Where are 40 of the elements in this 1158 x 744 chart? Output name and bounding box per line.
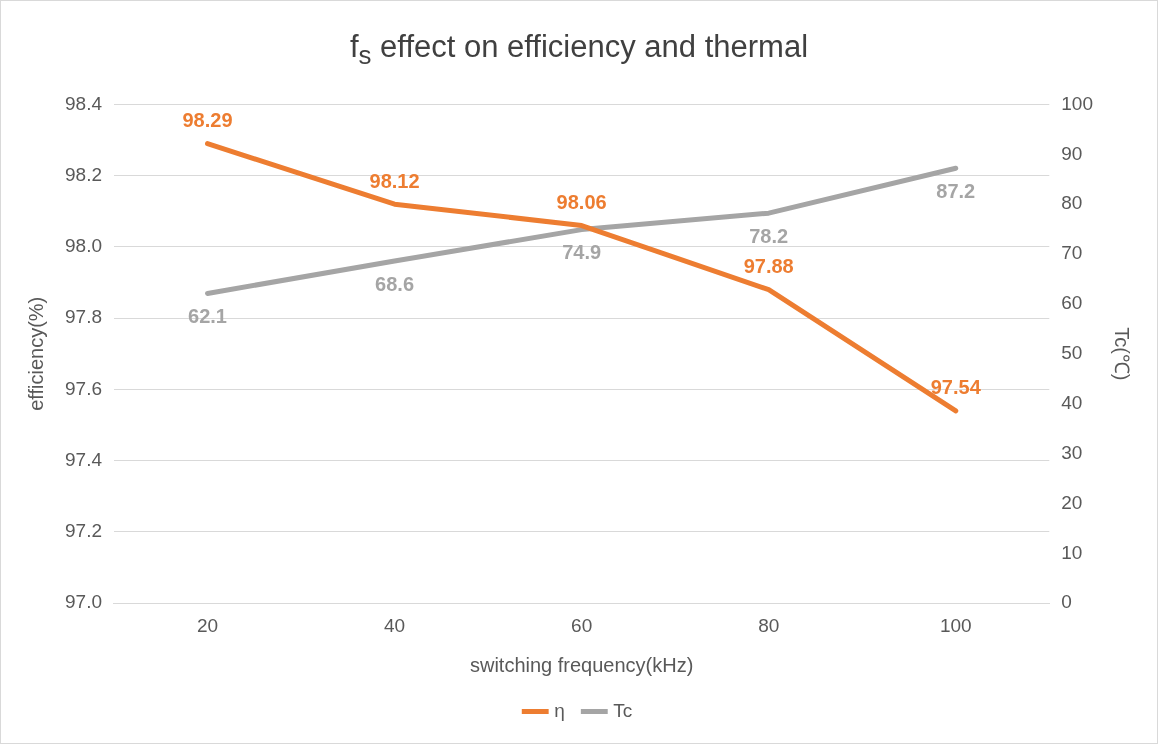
data-label: 98.12 [369, 169, 420, 192]
data-label: 97.54 [930, 376, 982, 399]
legend-label: Tc [613, 699, 633, 721]
y-axis-title: efficiency(%) [24, 296, 47, 411]
y2-tick-label: 80 [1061, 192, 1083, 214]
y-tick-label: 97.2 [65, 520, 102, 542]
data-label: 97.88 [743, 255, 794, 278]
y-tick-label: 97.4 [65, 448, 103, 470]
y2-axis-title: Tc(℃) [1111, 327, 1134, 381]
y2-tick-label: 20 [1061, 491, 1083, 513]
data-label: 74.9 [562, 241, 602, 264]
y2-tick-label: 40 [1061, 391, 1083, 413]
x-tick-label: 100 [939, 614, 972, 636]
y-tick-label: 97.6 [65, 377, 102, 399]
x-tick-label: 80 [758, 614, 780, 636]
y-tick-label: 97.0 [65, 591, 102, 613]
y2-tick-label: 100 [1061, 92, 1093, 114]
data-label: 98.29 [182, 109, 233, 132]
y2-tick-label: 30 [1061, 441, 1083, 463]
data-label: 87.2 [936, 179, 976, 202]
chart-title: f$_{s}$ effect on efficiency and thermal [348, 29, 810, 71]
legend-label: η [554, 699, 565, 721]
y2-tick-label: 10 [1061, 541, 1083, 563]
y-tick-label: 98.2 [65, 163, 102, 185]
y2-tick-label: 70 [1061, 242, 1083, 264]
y2-tick-label: 90 [1061, 142, 1083, 164]
y2-tick-label: 50 [1061, 342, 1083, 364]
data-label: 62.1 [188, 304, 227, 327]
x-tick-label: 20 [196, 614, 219, 636]
y-tick-label: 98.0 [65, 235, 102, 257]
y2-tick-label: 0 [1061, 591, 1072, 613]
y-tick-label: 98.4 [65, 92, 103, 114]
x-tick-label: 40 [384, 614, 406, 636]
x-tick-label: 60 [571, 614, 593, 636]
data-label: 68.6 [375, 272, 415, 295]
data-label: 78.2 [749, 224, 789, 247]
x-axis-title: switching frequency(kHz) [469, 653, 694, 676]
data-label: 98.06 [556, 191, 607, 214]
y-tick-label: 97.8 [65, 306, 102, 328]
y2-tick-label: 60 [1061, 292, 1083, 314]
